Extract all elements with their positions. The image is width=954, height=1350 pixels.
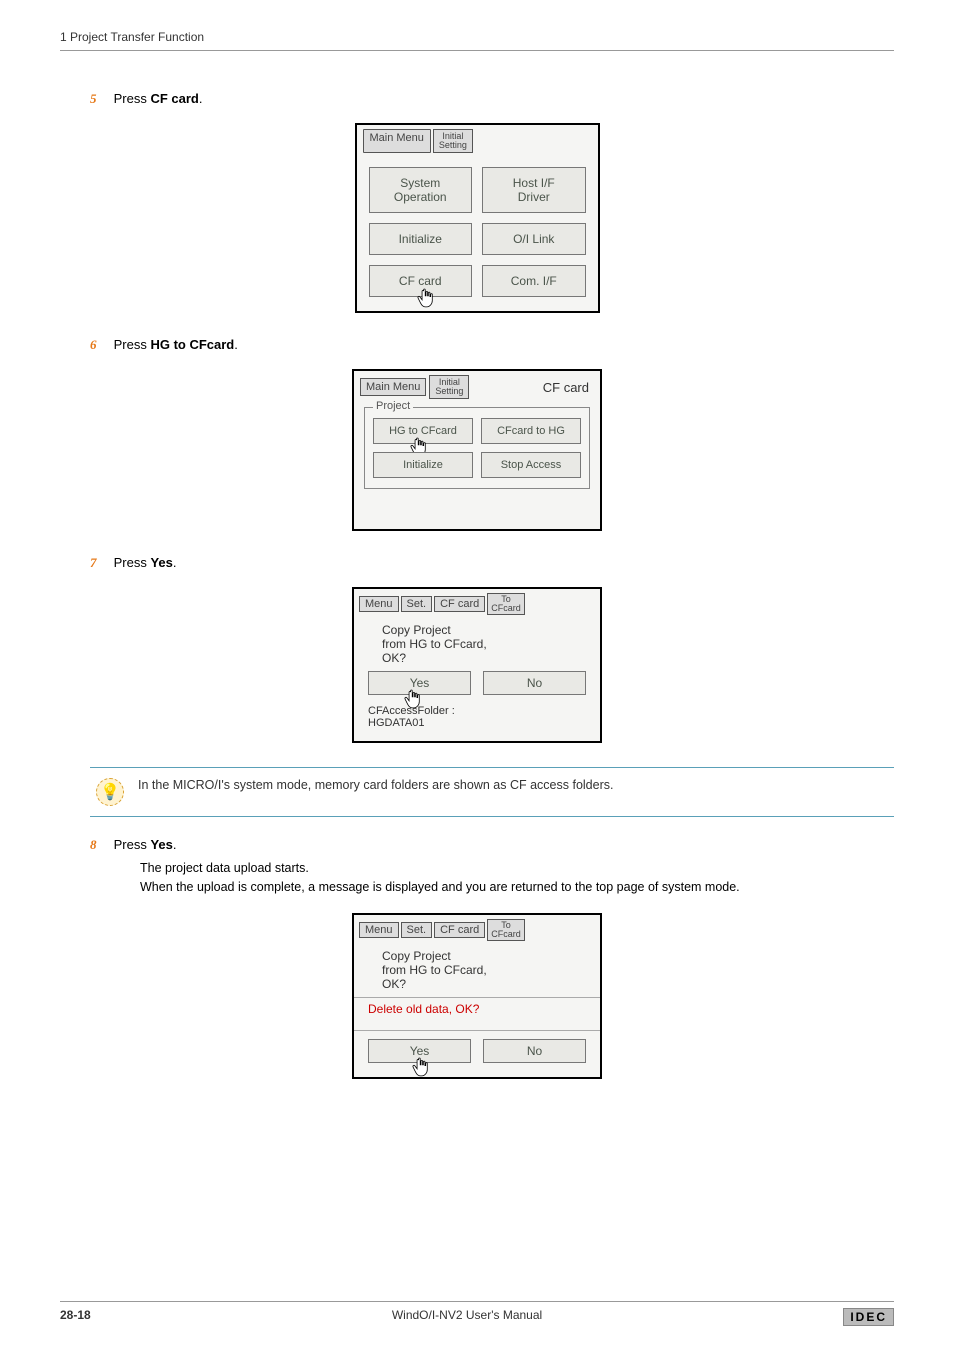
page-header: 1 Project Transfer Function [60,30,894,51]
t: OK? [382,651,406,665]
cfcard-tab[interactable]: CF card [434,922,485,938]
cursor-icon [411,1057,431,1079]
t: Press [114,337,151,352]
t: Driver [518,190,550,204]
page-number: 28-18 [60,1308,91,1326]
menu-tab[interactable]: Menu [359,922,399,938]
cursor-icon [416,288,436,310]
t: Press [114,91,151,106]
t: . [173,837,177,852]
step-body-line: The project data upload starts. [140,859,894,878]
confirm-message: Copy Project from HG to CFcard, OK? [354,615,600,671]
initial-setting-tab[interactable]: Initial Setting [429,375,469,399]
brand-logo: IDEC [843,1308,894,1326]
step-8: 8 Press Yes. The project data upload sta… [90,837,894,897]
t: Press [114,555,151,570]
t: OK? [382,977,406,991]
step-body-line: When the upload is complete, a message i… [140,878,894,897]
confirm-message: Copy Project from HG to CFcard, OK? [354,941,600,997]
step-text: Press Yes. [114,837,177,852]
step-6: 6 Press HG to CFcard. [90,337,894,353]
no-button[interactable]: No [483,1039,586,1063]
project-fieldset: Project HG to CFcard CFcard to HG Initia… [364,407,590,489]
step-text: Press HG to CFcard. [114,337,238,352]
yes-button[interactable]: Yes [368,671,471,695]
t: Copy Project [382,623,451,637]
initialize-button[interactable]: Initialize [373,452,473,478]
t: Setting [435,386,463,396]
t: . [199,91,203,106]
tip-text: In the MICRO/I's system mode, memory car… [138,778,613,792]
t: Host I/F [513,176,555,190]
cf-card-panel: Main Menu Initial Setting CF card Projec… [352,369,602,531]
t: HG to CFcard [150,337,234,352]
t: Yes [410,676,430,690]
step-text: Press CF card. [114,91,203,106]
t: from HG to CFcard, [382,637,487,651]
t: Copy Project [382,949,451,963]
t: Press [114,837,151,852]
cf-access-folder-text: CFAccessFolder : HGDATA01 [354,701,600,741]
t: CF card [150,91,198,106]
t: Setting [439,140,467,150]
main-menu-tab[interactable]: Main Menu [360,378,426,396]
t: Yes [150,837,172,852]
t: Yes [150,555,172,570]
t: . [173,555,177,570]
system-operation-button[interactable]: System Operation [369,167,473,213]
set-tab[interactable]: Set. [401,922,433,938]
cf-card-label: CF card [538,378,594,397]
t: CFcard [491,929,521,939]
step-text: Press Yes. [114,555,177,570]
confirm-panel-1: Menu Set. CF card To CFcard Copy Project… [352,587,602,743]
cfcard-tab[interactable]: CF card [434,596,485,612]
page-footer: 28-18 WindO/I-NV2 User's Manual IDEC [60,1301,894,1326]
main-menu-tab[interactable]: Main Menu [363,129,431,153]
hg-to-cfcard-button[interactable]: HG to CFcard [373,418,473,444]
t: CF card [399,274,442,288]
footer-title: WindO/I-NV2 User's Manual [392,1308,542,1326]
t: from HG to CFcard, [382,963,487,977]
com-if-button[interactable]: Com. I/F [482,265,586,297]
delete-warning: Delete old data, OK? [354,998,600,1031]
tip-note: 💡 In the MICRO/I's system mode, memory c… [90,767,894,817]
confirm-panel-2: Menu Set. CF card To CFcard Copy Project… [352,913,602,1079]
t: HG to CFcard [389,425,457,437]
yes-button[interactable]: Yes [368,1039,471,1063]
host-if-driver-button[interactable]: Host I/F Driver [482,167,586,213]
step-number: 6 [90,337,110,353]
menu-tab[interactable]: Menu [359,596,399,612]
t: HGDATA01 [368,717,424,729]
to-cfcard-tab[interactable]: To CFcard [487,919,525,941]
stop-access-button[interactable]: Stop Access [481,452,581,478]
step-number: 5 [90,91,110,107]
to-cfcard-tab[interactable]: To CFcard [487,593,525,615]
step-7: 7 Press Yes. [90,555,894,571]
cfcard-to-hg-button[interactable]: CFcard to HG [481,418,581,444]
t: Yes [410,1044,430,1058]
t: CFcard [491,603,521,613]
cf-card-button[interactable]: CF card [369,265,473,297]
initialize-button[interactable]: Initialize [369,223,473,255]
project-legend: Project [373,400,413,412]
t: Operation [394,190,447,204]
step-number: 7 [90,555,110,571]
no-button[interactable]: No [483,671,586,695]
step-5: 5 Press CF card. [90,91,894,107]
oi-link-button[interactable]: O/I Link [482,223,586,255]
t: . [234,337,238,352]
step-number: 8 [90,837,110,853]
cursor-icon [403,689,423,711]
main-menu-panel: Main Menu Initial Setting System Operati… [355,123,600,313]
t: System [400,176,440,190]
set-tab[interactable]: Set. [401,596,433,612]
lightbulb-icon: 💡 [96,778,124,806]
initial-setting-tab[interactable]: Initial Setting [433,129,473,153]
